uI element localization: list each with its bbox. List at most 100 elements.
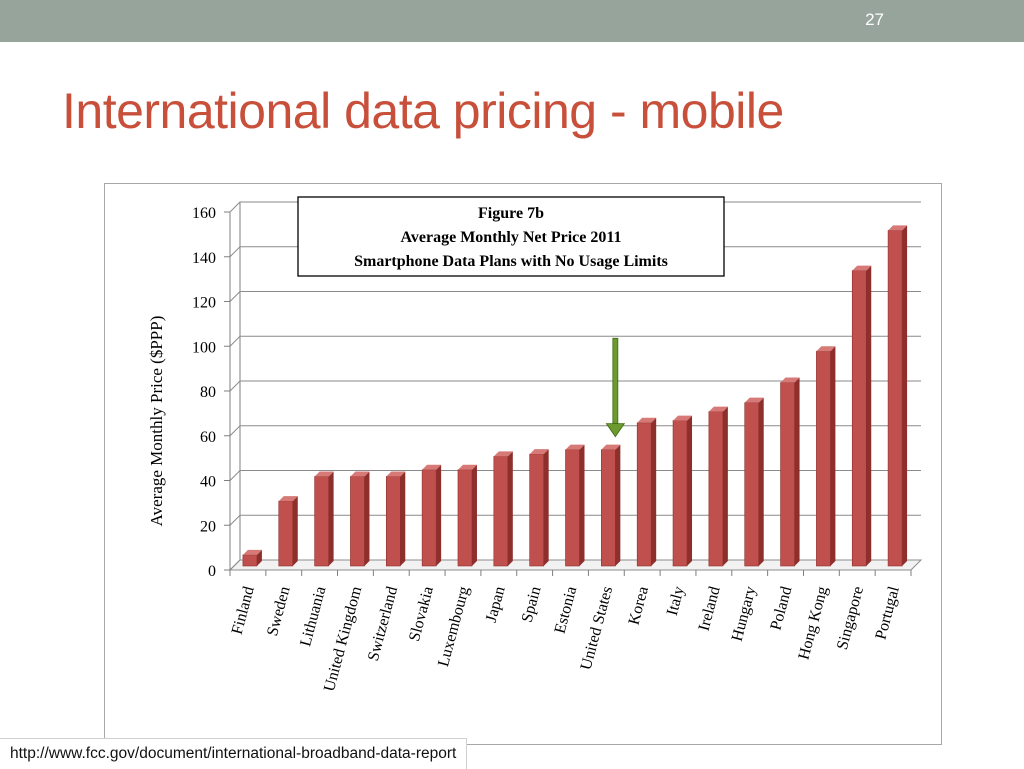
chart-title-line-1: Figure 7b <box>478 205 544 222</box>
bar-front <box>672 420 688 567</box>
bar <box>529 449 549 567</box>
bar-side <box>758 397 764 566</box>
chart-title-frame <box>297 196 725 277</box>
bar-side <box>579 444 585 566</box>
y-tick-label: 40 <box>200 474 216 491</box>
bar-side <box>866 265 872 566</box>
x-category-label: Japan <box>483 585 509 625</box>
gridline <box>229 470 921 481</box>
arrow-shaft <box>612 337 619 425</box>
arrow-head <box>605 423 626 438</box>
bar-top <box>780 377 800 383</box>
bar-side <box>722 406 728 566</box>
bar-top <box>888 225 908 231</box>
bar-top <box>242 549 262 555</box>
bar-side <box>902 225 908 566</box>
bar-side <box>543 449 549 566</box>
y-axis-title: Average Monthly Price ($PPP) <box>147 316 166 527</box>
bar <box>242 549 262 567</box>
gridline <box>229 380 921 392</box>
bar-side <box>687 415 693 566</box>
bar-side <box>256 549 262 566</box>
y-tick-label: 0 <box>208 563 216 580</box>
bar <box>493 451 513 567</box>
x-category-label: Estonia <box>552 585 581 636</box>
y-tick-label: 100 <box>192 339 216 356</box>
x-category-label: Ireland <box>696 585 724 633</box>
chart-frame: 0 20 40 60 80 100 120 140 160 Finland Sweden Lithu… <box>104 183 942 745</box>
bar-top <box>673 415 693 421</box>
bar-top <box>601 444 621 450</box>
chart-title-line-3: Smartphone Data Plans with No Usage Limi… <box>354 253 668 270</box>
bar-side <box>615 444 621 566</box>
slide-title: International data pricing - mobile <box>62 83 784 139</box>
bar <box>636 417 657 567</box>
x-category-label: Luxembourg <box>435 585 473 669</box>
bar <box>278 496 298 567</box>
bar-side <box>507 451 513 566</box>
x-category-label: Sweden <box>264 585 294 638</box>
bar-front <box>887 230 903 567</box>
bar-front <box>744 402 760 567</box>
x-category-label: Switzerland <box>365 585 401 663</box>
bar-top <box>529 449 549 455</box>
gridline <box>229 514 921 526</box>
bar-top <box>314 471 334 477</box>
y-tick-layer: 0 20 40 60 80 100 120 140 160 <box>192 205 216 580</box>
bar-chart: 0 20 40 60 80 100 120 140 160 Finland Sweden Lithu… <box>147 196 923 693</box>
chart-title-line-2: Average Monthly Net Price 2011 <box>401 229 622 246</box>
gridline <box>229 335 921 347</box>
bar-front <box>314 476 329 567</box>
bar-top <box>708 406 728 412</box>
bar-top <box>350 471 370 477</box>
bar-front <box>385 476 401 567</box>
bar-side <box>651 417 657 566</box>
bar-side <box>436 464 442 566</box>
bar-top <box>278 496 298 502</box>
x-category-label: Finland <box>229 585 258 637</box>
chart-title-box: Figure 7b Average Monthly Net Price 2011… <box>297 196 725 277</box>
x-category-label: United States <box>578 585 617 672</box>
gridline <box>229 291 921 302</box>
bar-side <box>830 346 836 566</box>
bar-top <box>386 471 406 477</box>
bar-top <box>565 444 585 450</box>
bar <box>672 415 693 567</box>
y-tick-label: 120 <box>192 295 216 312</box>
y-tick-label: 20 <box>200 518 216 535</box>
annotation-layer <box>605 337 626 438</box>
x-category-label: Italy <box>664 585 688 618</box>
bar-front <box>851 270 867 567</box>
x-category-label: Spain <box>519 585 545 625</box>
x-category-label: Portugal <box>872 584 903 641</box>
bar-layer <box>242 225 908 567</box>
bar <box>708 406 728 567</box>
x-category-label: United Kingdom <box>321 584 366 693</box>
bar-side <box>471 464 477 566</box>
x-category-label: Poland <box>767 585 795 632</box>
bar <box>385 471 406 567</box>
y-tick-label: 140 <box>192 250 216 267</box>
gridline <box>229 425 921 437</box>
bar <box>887 225 908 567</box>
bar-front <box>493 456 509 567</box>
bar-side <box>364 471 370 566</box>
bar <box>780 377 800 567</box>
us-arrow <box>605 337 626 438</box>
y-tick-label: 160 <box>192 205 216 222</box>
bar-side <box>292 496 298 566</box>
source-link[interactable]: http://www.fcc.gov/document/internationa… <box>0 738 468 769</box>
bar-side <box>328 471 334 566</box>
bar-front <box>816 350 831 567</box>
bar <box>601 444 621 567</box>
bar <box>816 346 836 567</box>
bar-front <box>601 449 616 567</box>
x-category-label: Korea <box>626 585 653 627</box>
top-bar <box>0 0 1024 42</box>
bar-top <box>493 451 513 457</box>
bar-front <box>780 382 795 567</box>
x-category-label: Singapore <box>834 585 867 652</box>
bar-top <box>422 464 442 470</box>
bar-top <box>852 265 872 271</box>
